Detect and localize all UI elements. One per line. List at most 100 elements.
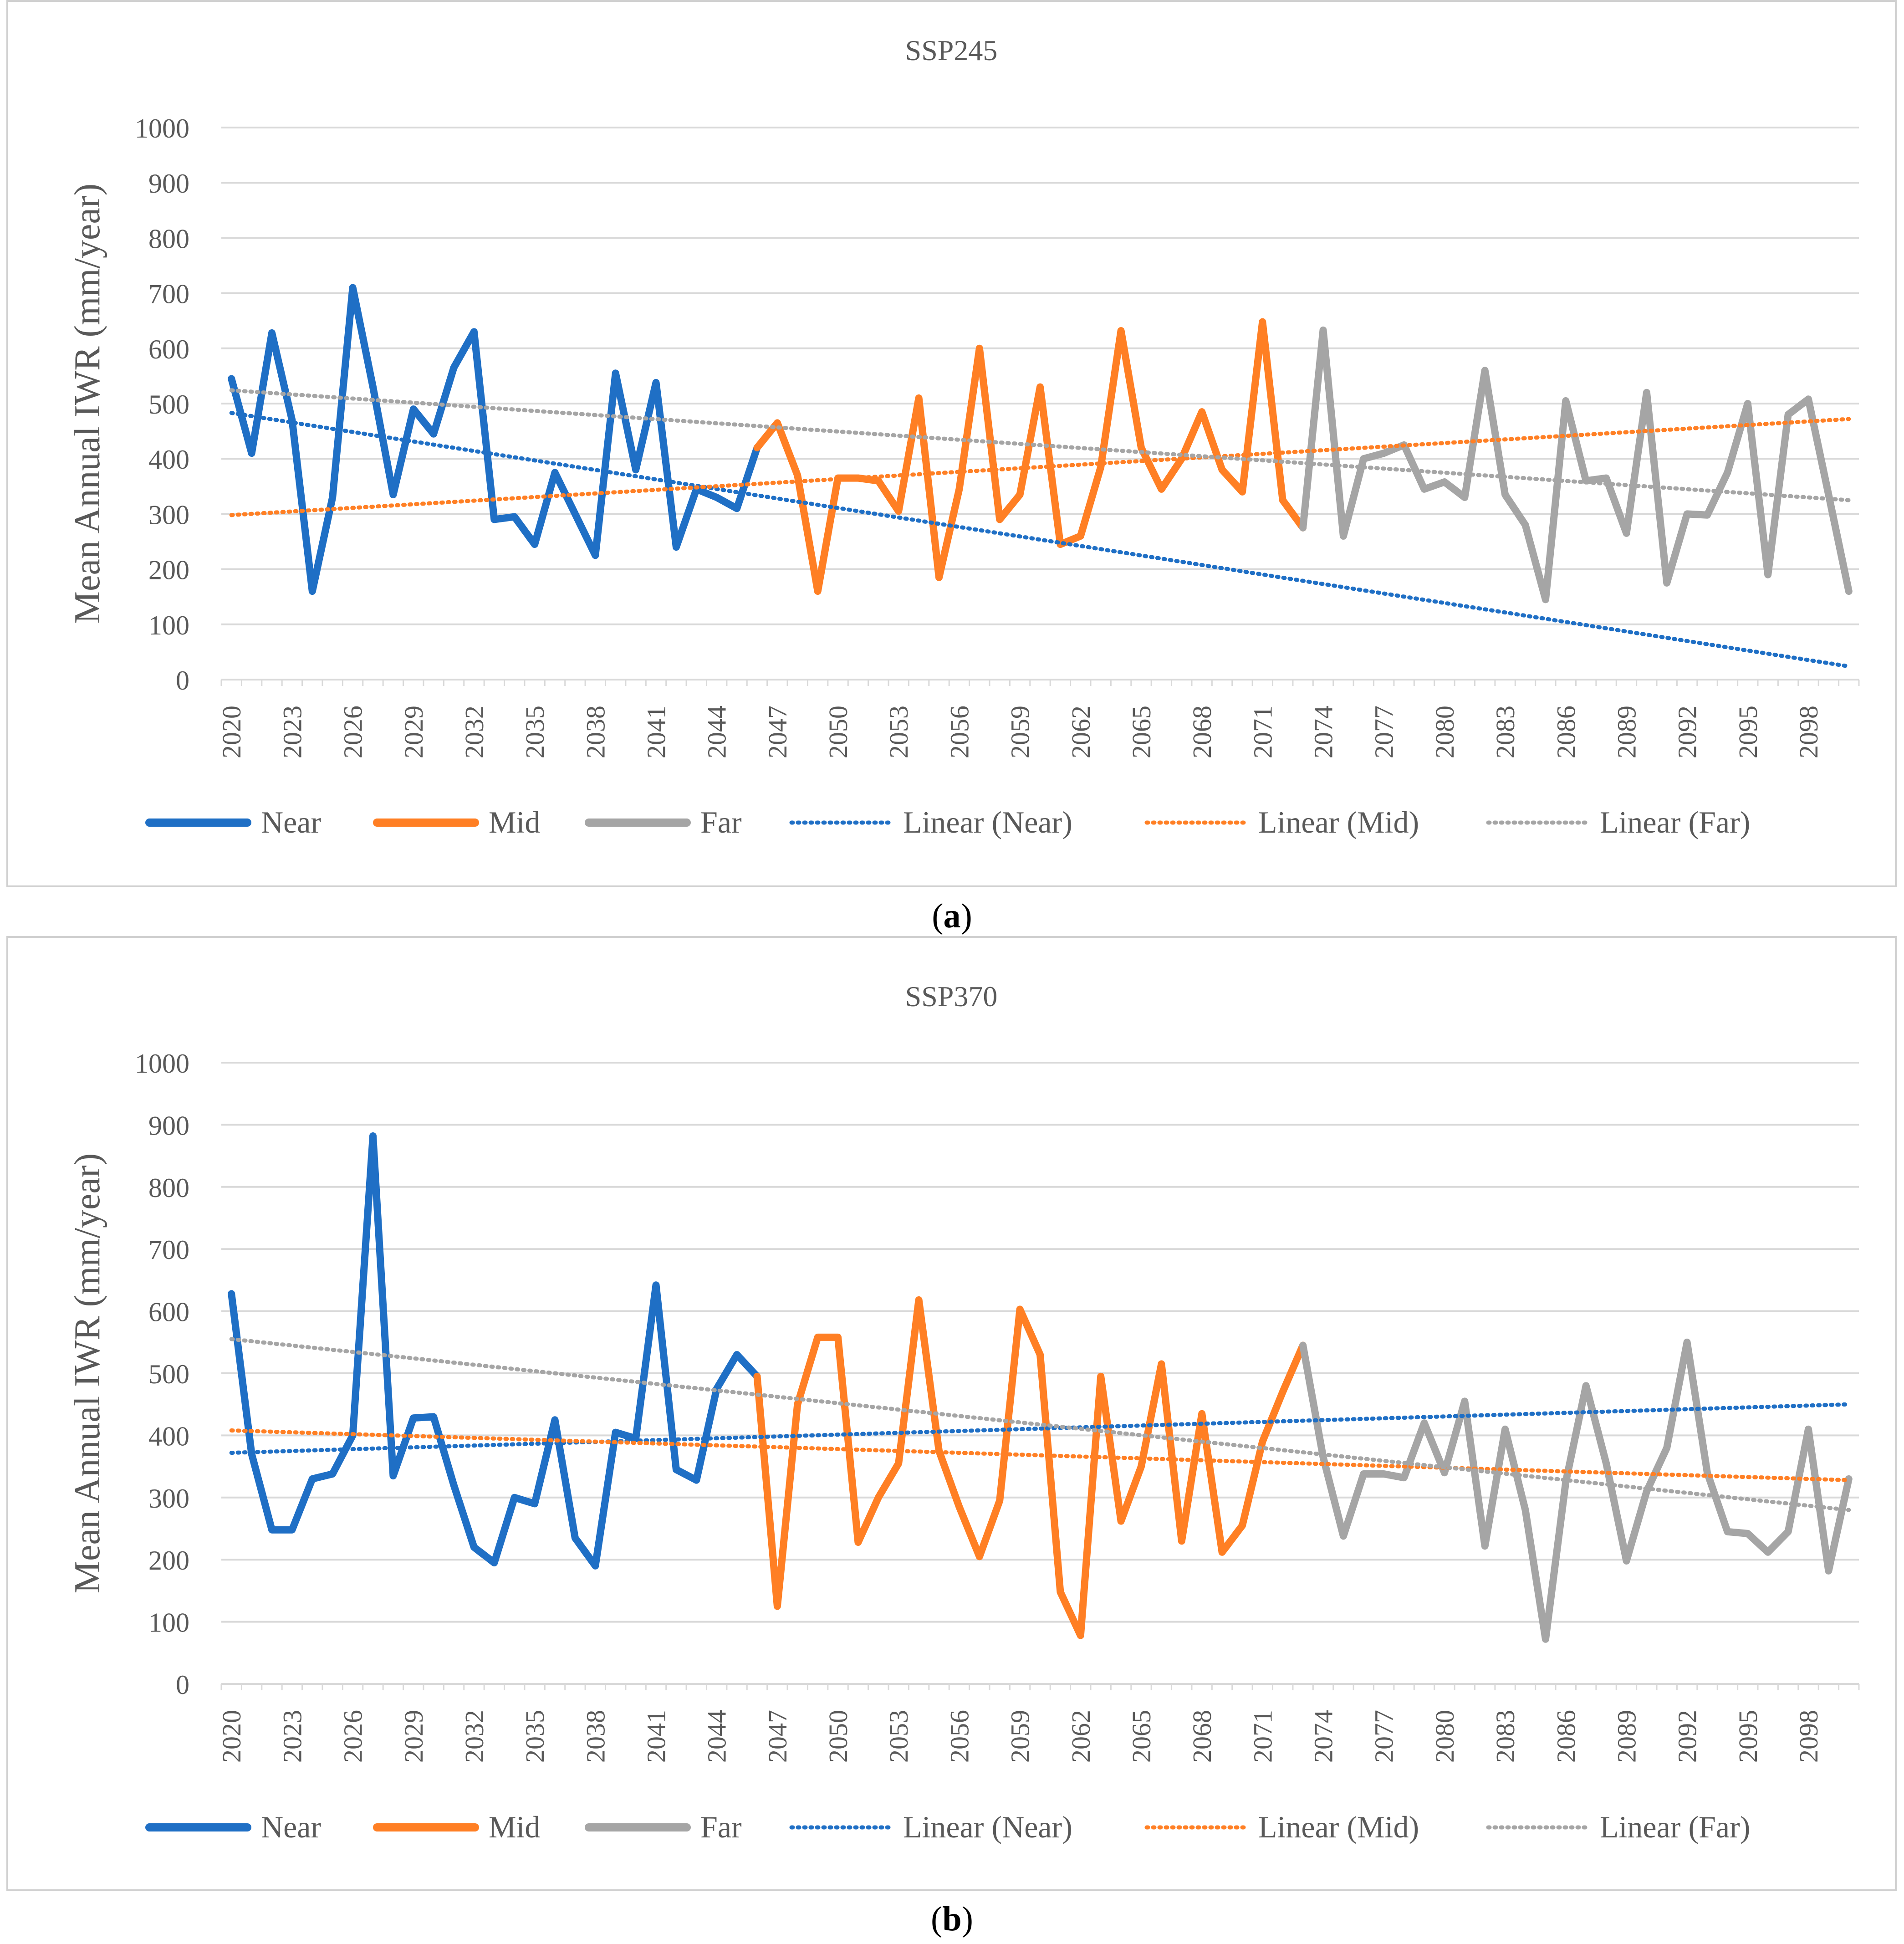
series-line-near bbox=[228, 284, 761, 595]
trend-line-linear-near bbox=[229, 411, 1851, 669]
y-tick-label: 300 bbox=[148, 1484, 189, 1514]
x-tick-label: 2059 bbox=[1006, 1710, 1035, 1763]
panel-label-a: (a) bbox=[932, 897, 972, 935]
trend-line-linear-far bbox=[229, 388, 1851, 502]
x-tick-label: 2077 bbox=[1369, 1710, 1399, 1763]
legend-label-linear-far: Linear (Far) bbox=[1600, 1810, 1750, 1844]
y-tick-label: 500 bbox=[148, 389, 189, 419]
panel-label-b: (b) bbox=[931, 1900, 973, 1938]
trend-line-linear-mid bbox=[229, 1428, 1851, 1483]
x-tick-label: 2071 bbox=[1248, 706, 1277, 758]
y-tick-label: 500 bbox=[148, 1359, 189, 1389]
x-tick-label: 2050 bbox=[823, 706, 853, 758]
chart-title: SSP370 bbox=[905, 980, 998, 1013]
x-tick-label: 2083 bbox=[1491, 1710, 1520, 1763]
x-tick-label: 2047 bbox=[763, 1710, 792, 1763]
x-tick-label: 2029 bbox=[399, 1710, 429, 1763]
x-tick-label: 2020 bbox=[217, 706, 246, 758]
legend-label-mid: Mid bbox=[489, 805, 540, 839]
legend-label-mid: Mid bbox=[489, 1810, 540, 1844]
x-tick-label: 2044 bbox=[702, 706, 732, 758]
x-tick-label: 2065 bbox=[1127, 1710, 1156, 1763]
x-tick-label: 2068 bbox=[1187, 706, 1217, 758]
x-tick-label: 2062 bbox=[1066, 706, 1096, 758]
x-tick-label: 2074 bbox=[1309, 1710, 1338, 1763]
x-tick-label: 2041 bbox=[641, 1710, 671, 1763]
series-line-mid bbox=[753, 1296, 1307, 1639]
x-tick-label: 2059 bbox=[1006, 706, 1035, 758]
legend-label-far: Far bbox=[700, 805, 742, 839]
x-tick-label: 2041 bbox=[641, 706, 671, 758]
y-tick-label: 900 bbox=[148, 169, 189, 199]
x-tick-label: 2080 bbox=[1430, 706, 1460, 758]
x-tick-label: 2092 bbox=[1673, 706, 1702, 758]
x-tick-label: 2050 bbox=[823, 1710, 853, 1763]
x-tick-label: 2089 bbox=[1612, 706, 1641, 758]
x-tick-label: 2047 bbox=[763, 706, 792, 758]
y-tick-label: 700 bbox=[148, 1235, 189, 1265]
trend-line-linear-near bbox=[229, 1402, 1851, 1455]
y-tick-label: 900 bbox=[148, 1110, 189, 1141]
chart-panel-a: SSP245 0 100 200 300 400 500 600 700 800 900 1000 Me… bbox=[6, 0, 1897, 887]
x-tick-label: 2032 bbox=[459, 1710, 489, 1763]
y-tick-label: 400 bbox=[148, 445, 189, 475]
x-tick-label: 2065 bbox=[1127, 706, 1156, 758]
x-tick-label: 2023 bbox=[277, 706, 307, 758]
x-tick-label: 2089 bbox=[1612, 1710, 1641, 1763]
x-tick-label: 2035 bbox=[520, 1710, 550, 1763]
y-tick-label: 800 bbox=[148, 1173, 189, 1203]
x-tick-label: 2098 bbox=[1794, 706, 1823, 758]
x-tick-label: 2023 bbox=[277, 1710, 307, 1763]
y-tick-label: 400 bbox=[148, 1421, 189, 1451]
x-tick-label: 2026 bbox=[338, 1710, 368, 1763]
x-tick-label: 2095 bbox=[1733, 706, 1763, 758]
y-axis-label: Mean Annual IWR (mm/year) bbox=[67, 1153, 107, 1593]
series-line-near bbox=[228, 1132, 761, 1570]
x-tick-label: 2053 bbox=[884, 706, 914, 758]
chart-svg-b: SSP370 0 100 200 300 400 500 600 700 800 900 1000 Me… bbox=[67, 980, 1860, 1844]
y-tick-label: 1000 bbox=[135, 1049, 189, 1079]
y-tick-label: 700 bbox=[148, 279, 189, 309]
x-tick-label: 2038 bbox=[581, 1710, 610, 1763]
x-tick-label: 2086 bbox=[1551, 1710, 1581, 1763]
legend-label-far: Far bbox=[700, 1810, 742, 1844]
series-line-far bbox=[1299, 1338, 1853, 1643]
y-tick-label: 300 bbox=[148, 500, 189, 530]
series-line-far bbox=[1299, 326, 1853, 604]
trend-line-linear-far bbox=[229, 1337, 1851, 1512]
y-tick-label: 100 bbox=[148, 1608, 189, 1638]
legend-label-linear-near: Linear (Near) bbox=[903, 805, 1072, 839]
legend-label-near: Near bbox=[261, 1810, 321, 1844]
y-tick-label: 0 bbox=[176, 665, 189, 696]
y-tick-label: 600 bbox=[148, 1297, 189, 1327]
x-tick-label: 2056 bbox=[944, 706, 974, 758]
chart-panel-b: SSP370 0 100 200 300 400 500 600 700 800 900 1000 Me… bbox=[6, 936, 1897, 1891]
x-tick-label: 2056 bbox=[944, 1710, 974, 1763]
y-tick-label: 1000 bbox=[135, 113, 189, 143]
chart-svg-a: SSP245 0 100 200 300 400 500 600 700 800 900 1000 Me… bbox=[67, 34, 1860, 839]
y-tick-label: 0 bbox=[176, 1670, 189, 1700]
x-tick-label: 2071 bbox=[1248, 1710, 1277, 1763]
chart-title: SSP245 bbox=[905, 34, 998, 67]
x-tick-label: 2080 bbox=[1430, 1710, 1460, 1763]
x-tick-label: 2074 bbox=[1309, 706, 1338, 758]
x-tick-label: 2044 bbox=[702, 1710, 732, 1763]
x-tick-label: 2035 bbox=[520, 706, 550, 758]
y-tick-label: 200 bbox=[148, 1545, 189, 1576]
trend-line-linear-mid bbox=[229, 417, 1851, 517]
y-tick-label: 800 bbox=[148, 224, 189, 254]
x-tick-label: 2029 bbox=[399, 706, 429, 758]
y-tick-label: 600 bbox=[148, 334, 189, 364]
x-tick-label: 2053 bbox=[884, 1710, 914, 1763]
legend-label-near: Near bbox=[261, 805, 321, 839]
x-tick-label: 2092 bbox=[1673, 1710, 1702, 1763]
legend-label-linear-far: Linear (Far) bbox=[1600, 805, 1750, 839]
x-tick-label: 2038 bbox=[581, 706, 610, 758]
x-tick-label: 2095 bbox=[1733, 1710, 1763, 1763]
y-axis-label: Mean Annual IWR (mm/year) bbox=[67, 184, 107, 624]
x-tick-label: 2068 bbox=[1187, 1710, 1217, 1763]
legend-label-linear-mid: Linear (Mid) bbox=[1258, 1810, 1419, 1844]
y-tick-label: 200 bbox=[148, 555, 189, 585]
legend-label-linear-mid: Linear (Mid) bbox=[1258, 805, 1419, 839]
x-tick-label: 2086 bbox=[1551, 706, 1581, 758]
